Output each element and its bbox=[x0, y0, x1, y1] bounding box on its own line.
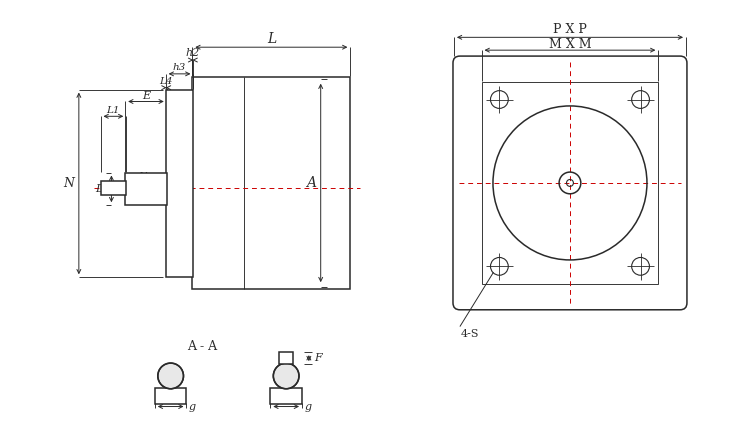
Bar bbox=[482, 82, 658, 284]
Bar bbox=[192, 77, 350, 289]
Bar bbox=[166, 90, 194, 277]
Text: h2: h2 bbox=[186, 48, 200, 58]
Text: IA: IA bbox=[138, 172, 150, 181]
Text: h3: h3 bbox=[173, 63, 186, 72]
Text: A: A bbox=[306, 176, 316, 190]
Text: g: g bbox=[189, 401, 196, 411]
Bar bbox=[270, 388, 302, 404]
Bar bbox=[279, 352, 293, 364]
Text: g: g bbox=[304, 401, 311, 411]
Text: A - A: A - A bbox=[188, 340, 218, 353]
Text: F: F bbox=[314, 353, 322, 363]
Bar bbox=[100, 181, 126, 195]
Text: L4: L4 bbox=[160, 77, 173, 86]
Text: IA: IA bbox=[138, 198, 150, 207]
Text: D: D bbox=[95, 184, 104, 194]
Circle shape bbox=[158, 363, 184, 389]
Text: E: E bbox=[142, 90, 150, 100]
Bar bbox=[154, 388, 187, 404]
FancyBboxPatch shape bbox=[453, 56, 687, 310]
Circle shape bbox=[273, 363, 299, 389]
Text: N: N bbox=[64, 177, 74, 190]
Text: M X M: M X M bbox=[549, 38, 591, 51]
Text: L1: L1 bbox=[106, 106, 120, 115]
Bar bbox=[125, 173, 166, 205]
Text: L: L bbox=[267, 32, 276, 46]
Text: 4-S: 4-S bbox=[460, 330, 479, 339]
Text: P X P: P X P bbox=[553, 23, 587, 36]
